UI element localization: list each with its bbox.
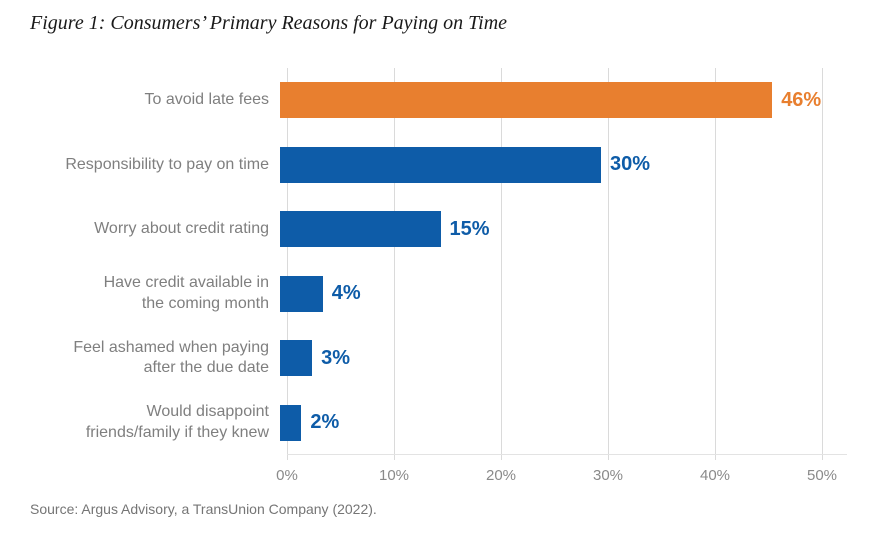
- gridline-layer: [287, 68, 823, 460]
- x-tick-label-40: 40%: [699, 467, 731, 484]
- bar: [280, 82, 773, 119]
- bar-value: 4%: [331, 282, 361, 305]
- gridline-30: [608, 68, 609, 460]
- source-note: Source: Argus Advisory, a TransUnion Com…: [30, 501, 377, 517]
- bar: [280, 211, 441, 248]
- bar-value: 2%: [310, 411, 340, 434]
- category-label: Responsibility to pay on time: [65, 155, 269, 173]
- bar-track: 30%: [280, 146, 878, 183]
- category-label: Feel ashamed when paying after the due d…: [73, 338, 269, 377]
- bar-track: 3%: [280, 340, 878, 377]
- gridline-20: [501, 68, 502, 460]
- bar: [280, 275, 323, 312]
- gridline-10: [394, 68, 395, 460]
- x-tick-label-30: 30%: [592, 467, 624, 484]
- bar-row: Worry about credit rating 15%: [0, 197, 878, 262]
- x-axis: 0% 10% 20% 30% 40% 50%: [276, 467, 837, 491]
- x-tick-label-50: 50%: [806, 467, 838, 484]
- x-axis-baseline: [287, 454, 847, 455]
- bar-value: 3%: [321, 346, 350, 369]
- bar-value: 30%: [610, 153, 651, 176]
- bar: [280, 404, 302, 441]
- category-label: To avoid late fees: [144, 91, 269, 109]
- gridline-0: [287, 68, 288, 460]
- bar-value: 15%: [449, 217, 490, 240]
- gridline-40: [715, 68, 716, 460]
- x-tick-label-20: 20%: [485, 467, 517, 484]
- bar: [280, 340, 313, 377]
- bar-track: 46%: [280, 82, 878, 119]
- x-tick-label-0: 0%: [276, 467, 298, 484]
- bar: [280, 146, 601, 183]
- bar-rows: To avoid late fees 46% Responsibility to…: [0, 68, 878, 455]
- figure-title: Figure 1: Consumers’ Primary Reasons for…: [30, 12, 508, 34]
- bar-row: Feel ashamed when paying after the due d…: [0, 326, 878, 391]
- gridline-50: [822, 68, 823, 460]
- bar-track: 4%: [280, 275, 878, 312]
- bar-chart: To avoid late fees 46% Responsibility to…: [0, 68, 878, 484]
- x-tick-label-10: 10%: [378, 467, 410, 484]
- bar-track: 15%: [280, 211, 878, 248]
- bar-row: Have credit available in the coming mont…: [0, 262, 878, 327]
- category-label: Have credit available in the coming mont…: [103, 274, 269, 312]
- bar-value: 46%: [781, 88, 822, 111]
- category-label: Would disappoint friends/family if they …: [85, 403, 269, 441]
- category-label: Worry about credit rating: [94, 220, 269, 238]
- bar-row: Would disappoint friends/family if they …: [0, 391, 878, 456]
- bar-track: 2%: [280, 404, 878, 441]
- bar-row: Responsibility to pay on time 30%: [0, 133, 878, 198]
- bar-row: To avoid late fees 46%: [0, 68, 878, 133]
